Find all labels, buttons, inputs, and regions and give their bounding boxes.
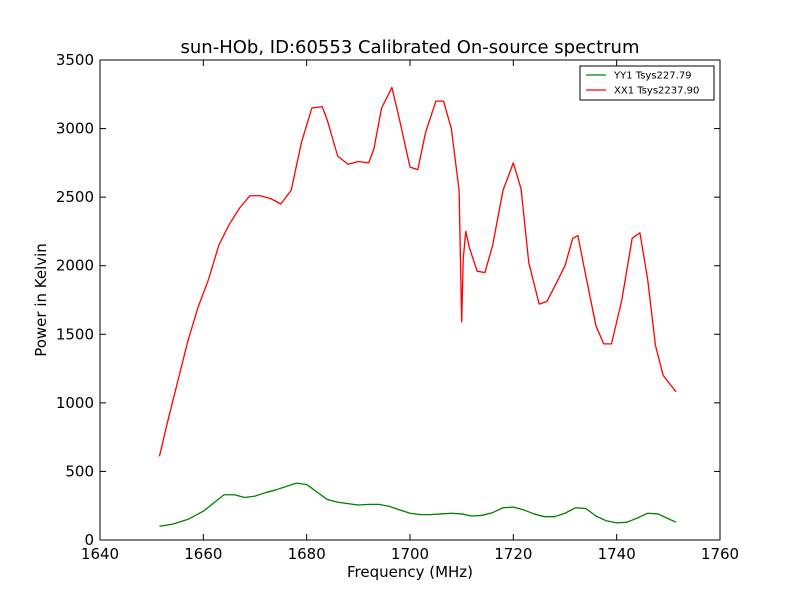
x-tick-label-5: 1740	[598, 545, 636, 563]
y-axis-ticks: 0 500 1000 1500 2000 2500 3000 3500	[56, 51, 720, 549]
y-tick-label-1: 500	[65, 462, 94, 480]
legend: YY1 Tsys227.79 XX1 Tsys2237.90	[579, 65, 715, 101]
legend-label-1: XX1 Tsys2237.90	[614, 86, 699, 97]
x-tick-label-4: 1720	[494, 545, 532, 563]
y-tick-label-5: 2500	[56, 188, 94, 206]
series-line-1	[158, 86, 677, 457]
x-tick-label-2: 1680	[288, 545, 326, 563]
legend-label-0: YY1 Tsys227.79	[613, 71, 692, 82]
y-tick-label-7: 3500	[56, 51, 94, 69]
y-tick-label-0: 0	[84, 531, 94, 549]
series-line-0	[159, 482, 677, 527]
x-tick-label-0: 1640	[81, 545, 119, 563]
chart-title: sun-HOb, ID:60553 Calibrated On-source s…	[181, 37, 640, 58]
legend-box	[579, 65, 715, 101]
x-axis-ticks: 1640 1660 1680 1700 1720 1740 1760	[81, 60, 739, 563]
y-tick-label-3: 1500	[56, 325, 94, 343]
x-tick-label-6: 1760	[701, 545, 739, 563]
y-axis-label: Power in Kelvin	[32, 243, 50, 357]
x-tick-label-3: 1700	[391, 545, 429, 563]
y-tick-label-2: 1000	[56, 394, 94, 412]
y-tick-label-6: 3000	[56, 120, 94, 138]
plot-area	[158, 86, 677, 527]
x-axis-label: Frequency (MHz)	[347, 563, 473, 581]
x-tick-label-1: 1660	[184, 545, 222, 563]
y-tick-label-4: 2000	[56, 257, 94, 275]
